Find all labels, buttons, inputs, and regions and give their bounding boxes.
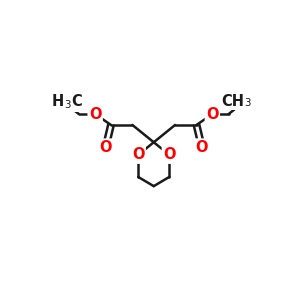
Text: O: O [206, 106, 219, 122]
Text: $_{3}$: $_{3}$ [244, 94, 252, 109]
Text: H: H [51, 94, 64, 109]
Text: O: O [163, 148, 176, 163]
Text: O: O [89, 106, 101, 122]
Text: $_{3}$C: $_{3}$C [64, 92, 83, 111]
Text: CH: CH [221, 94, 244, 109]
Text: O: O [99, 140, 112, 155]
Text: O: O [132, 148, 144, 163]
Text: O: O [196, 140, 208, 155]
